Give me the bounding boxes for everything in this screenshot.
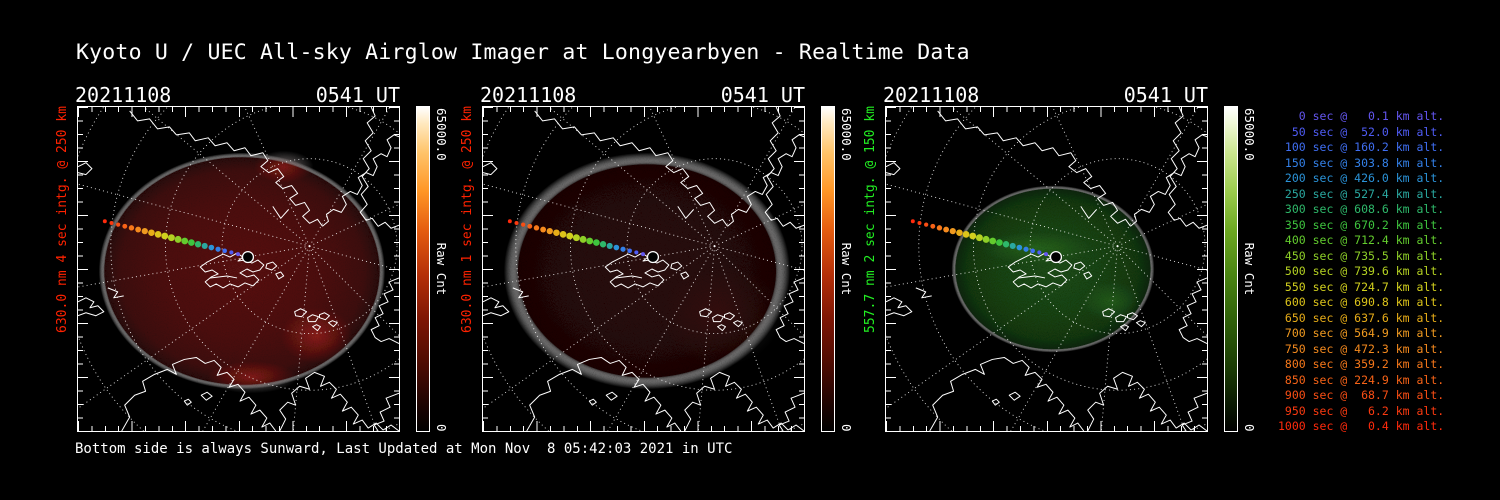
panel-time: 0541 UT — [1123, 83, 1208, 107]
colorbar-labels: 65000.0 Raw Cnt 0 — [434, 106, 452, 432]
imager-panel: 20211108 0541 UT 557.7 nm 2 sec intg. @ … — [863, 83, 1265, 446]
allsky-map-frame — [77, 106, 400, 432]
colorbar-max-value: 65000.0 — [434, 108, 449, 161]
colorbar — [821, 106, 835, 432]
imager-panel: 20211108 0541 UT 630.0 nm 1 sec intg. @ … — [460, 83, 862, 446]
satellite-position-marker — [241, 250, 255, 264]
colorbar-min-value: 0 — [839, 424, 854, 432]
satellite-position-marker — [1049, 250, 1063, 264]
panel-date: 20211108 — [883, 83, 980, 107]
wavelength-label: 630.0 nm 1 sec intg. @ 250 km — [460, 106, 475, 333]
ephemeris-row: 50 sec @ 52.0 km alt. — [1278, 124, 1445, 139]
colorbar-labels: 65000.0 Raw Cnt 0 — [1242, 106, 1260, 432]
ephemeris-row: 600 sec @ 690.8 km alt. — [1278, 295, 1445, 309]
colorbar-title: Raw Cnt — [839, 242, 854, 296]
colorbar-title: Raw Cnt — [434, 242, 449, 296]
airglow-image — [951, 185, 1155, 353]
allsky-map — [886, 107, 1207, 431]
colorbar-max-value: 65000.0 — [1242, 108, 1257, 161]
colorbar-max-value: 65000.0 — [839, 108, 854, 161]
allsky-map — [483, 107, 804, 431]
imager-panel: 20211108 0541 UT 630.0 nm 4 sec intg. @ … — [55, 83, 457, 446]
graticule-overlay — [78, 107, 399, 431]
coastlines — [483, 107, 804, 431]
panel-date: 20211108 — [75, 83, 172, 107]
colorbar-labels: 65000.0 Raw Cnt 0 — [839, 106, 857, 432]
footer-status-text: Bottom side is always Sunward, Last Upda… — [75, 441, 733, 457]
satellite-position-marker — [646, 250, 660, 264]
ephemeris-row: 950 sec @ 6.2 km alt. — [1278, 403, 1445, 418]
panel-time: 0541 UT — [315, 83, 400, 107]
panel-date: 20211108 — [480, 83, 577, 107]
page-title: Kyoto U / UEC All-sky Airglow Imager at … — [76, 40, 970, 65]
wavelength-label: 630.0 nm 4 sec intg. @ 250 km — [55, 106, 70, 333]
ephemeris-row: 800 sec @ 359.2 km alt. — [1278, 357, 1445, 371]
ephemeris-row: 550 sec @ 724.7 km alt. — [1278, 279, 1445, 294]
colorbar-min-value: 0 — [1242, 424, 1257, 432]
ephemeris-row: 500 sec @ 739.6 km alt. — [1278, 264, 1445, 278]
wavelength-label: 557.7 nm 2 sec intg. @ 150 km — [863, 106, 878, 333]
allsky-map-frame — [885, 106, 1208, 432]
satellite-track — [507, 219, 645, 257]
ephemeris-row: 450 sec @ 735.5 km alt. — [1278, 248, 1445, 263]
ephemeris-row: 850 sec @ 224.9 km alt. — [1278, 372, 1445, 387]
ephemeris-row: 650 sec @ 637.6 km alt. — [1278, 310, 1445, 325]
allsky-map-frame — [482, 106, 805, 432]
ephemeris-row: 200 sec @ 426.0 km alt. — [1278, 171, 1445, 185]
ephemeris-row: 750 sec @ 472.3 km alt. — [1278, 341, 1445, 356]
satellite-track — [102, 219, 240, 257]
satellite-track — [910, 219, 1048, 257]
ephemeris-row: 0 sec @ 0.1 km alt. — [1278, 109, 1445, 123]
ephemeris-row: 300 sec @ 608.6 km alt. — [1278, 202, 1445, 216]
ephemeris-row: 100 sec @ 160.2 km alt. — [1278, 140, 1445, 154]
colorbar — [416, 106, 430, 432]
colorbar — [1224, 106, 1238, 432]
colorbar-min-value: 0 — [434, 424, 449, 432]
allsky-map — [78, 107, 399, 431]
ephemeris-row: 250 sec @ 527.4 km alt. — [1278, 186, 1445, 201]
ephemeris-row: 150 sec @ 303.8 km alt. — [1278, 155, 1445, 170]
colorbar-title: Raw Cnt — [1242, 242, 1257, 296]
ephemeris-row: 700 sec @ 564.9 km alt. — [1278, 326, 1445, 340]
coastlines — [78, 107, 399, 431]
airglow-image — [503, 152, 791, 390]
ephemeris-row: 900 sec @ 68.7 km alt. — [1278, 388, 1445, 402]
ephemeris-row: 350 sec @ 670.2 km alt. — [1278, 217, 1445, 232]
panel-time: 0541 UT — [720, 83, 805, 107]
ephemeris-row: 1000 sec @ 0.4 km alt. — [1278, 419, 1445, 433]
ephemeris-legend: 0 sec @ 0.1 km alt. 50 sec @ 52.0 km alt… — [1278, 109, 1444, 435]
ephemeris-row: 400 sec @ 712.4 km alt. — [1278, 233, 1445, 247]
